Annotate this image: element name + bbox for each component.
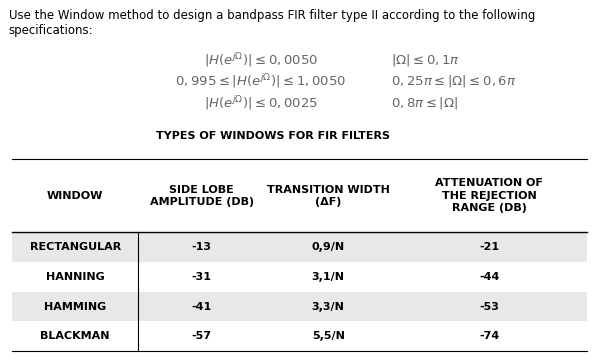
Text: $0,25\pi \leq |\Omega| \leq 0,6\pi$: $0,25\pi \leq |\Omega| \leq 0,6\pi$ bbox=[391, 73, 517, 89]
Text: HAMMING: HAMMING bbox=[44, 302, 106, 312]
Text: TYPES OF WINDOWS FOR FIR FILTERS: TYPES OF WINDOWS FOR FIR FILTERS bbox=[156, 131, 390, 141]
Text: -57: -57 bbox=[192, 331, 212, 341]
Text: $0,8\pi \leq |\Omega|$: $0,8\pi \leq |\Omega|$ bbox=[391, 95, 458, 111]
Text: TRANSITION WIDTH
(ΔF): TRANSITION WIDTH (ΔF) bbox=[267, 185, 390, 207]
Text: -41: -41 bbox=[192, 302, 212, 312]
FancyBboxPatch shape bbox=[12, 262, 587, 292]
Text: 3,1/N: 3,1/N bbox=[312, 272, 345, 282]
Text: HANNING: HANNING bbox=[46, 272, 104, 282]
Text: RECTANGULAR: RECTANGULAR bbox=[30, 242, 121, 252]
Text: -74: -74 bbox=[479, 331, 499, 341]
Text: SIDE LOBE
AMPLITUDE (DB): SIDE LOBE AMPLITUDE (DB) bbox=[149, 185, 254, 207]
Text: -44: -44 bbox=[479, 272, 499, 282]
Text: 5,5/N: 5,5/N bbox=[312, 331, 345, 341]
Text: $|H(e^{j\Omega})| \leq 0,0025$: $|H(e^{j\Omega})| \leq 0,0025$ bbox=[204, 94, 318, 112]
Text: $|\Omega| \leq 0,1\pi$: $|\Omega| \leq 0,1\pi$ bbox=[391, 52, 461, 68]
Text: $0,995 \leq |H(e^{j\Omega})| \leq 1,0050$: $0,995 \leq |H(e^{j\Omega})| \leq 1,0050… bbox=[176, 72, 346, 90]
Text: -53: -53 bbox=[479, 302, 499, 312]
Text: -31: -31 bbox=[192, 272, 212, 282]
Text: 3,3/N: 3,3/N bbox=[312, 302, 345, 312]
Text: 0,9/N: 0,9/N bbox=[312, 242, 345, 252]
FancyBboxPatch shape bbox=[12, 321, 587, 351]
Text: WINDOW: WINDOW bbox=[47, 191, 103, 201]
FancyBboxPatch shape bbox=[12, 292, 587, 321]
Text: -21: -21 bbox=[479, 242, 499, 252]
Text: Use the Window method to design a bandpass FIR filter type II according to the f: Use the Window method to design a bandpa… bbox=[9, 9, 535, 22]
Text: specifications:: specifications: bbox=[9, 24, 94, 37]
Text: ATTENUATION OF
THE REJECTION
RANGE (DB): ATTENUATION OF THE REJECTION RANGE (DB) bbox=[435, 178, 543, 213]
FancyBboxPatch shape bbox=[12, 232, 587, 262]
Text: -13: -13 bbox=[192, 242, 212, 252]
Text: BLACKMAN: BLACKMAN bbox=[40, 331, 110, 341]
Text: $|H(e^{j\Omega})| \leq 0,0050$: $|H(e^{j\Omega})| \leq 0,0050$ bbox=[204, 51, 318, 69]
